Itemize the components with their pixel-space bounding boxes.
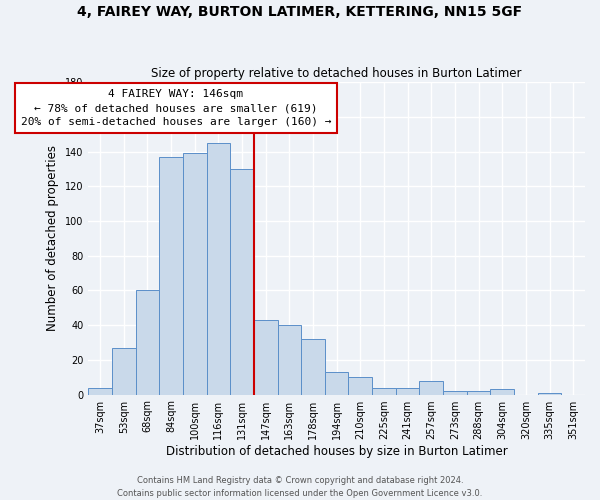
Bar (396, 388, 419, 394)
Bar (443, 391, 467, 394)
Bar (206, 143, 230, 395)
Bar (278, 325, 301, 394)
Bar (419, 380, 443, 394)
Bar (230, 169, 254, 394)
Bar (254, 320, 278, 394)
Bar (325, 372, 349, 394)
Bar (349, 377, 372, 394)
Bar (136, 290, 159, 395)
Bar (301, 339, 325, 394)
Text: 4 FAIREY WAY: 146sqm
← 78% of detached houses are smaller (619)
20% of semi-deta: 4 FAIREY WAY: 146sqm ← 78% of detached h… (20, 89, 331, 127)
Y-axis label: Number of detached properties: Number of detached properties (46, 146, 59, 332)
Bar (183, 153, 206, 394)
Bar (538, 393, 562, 394)
Bar (372, 388, 396, 394)
Bar (490, 390, 514, 394)
Bar (112, 348, 136, 395)
Text: 4, FAIREY WAY, BURTON LATIMER, KETTERING, NN15 5GF: 4, FAIREY WAY, BURTON LATIMER, KETTERING… (77, 5, 523, 19)
Title: Size of property relative to detached houses in Burton Latimer: Size of property relative to detached ho… (151, 66, 522, 80)
Bar (88, 388, 112, 394)
X-axis label: Distribution of detached houses by size in Burton Latimer: Distribution of detached houses by size … (166, 444, 508, 458)
Bar (467, 391, 490, 394)
Text: Contains HM Land Registry data © Crown copyright and database right 2024.
Contai: Contains HM Land Registry data © Crown c… (118, 476, 482, 498)
Bar (159, 156, 183, 394)
